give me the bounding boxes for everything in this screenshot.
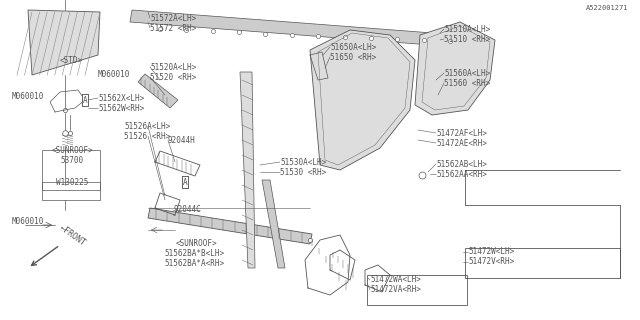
Text: M060010: M060010: [12, 92, 44, 100]
Bar: [42, 150, 100, 190]
Polygon shape: [28, 10, 100, 75]
Bar: [42, 182, 100, 200]
Text: M060010: M060010: [98, 69, 131, 78]
Text: 51560A<LH>: 51560A<LH>: [444, 68, 490, 77]
Text: 51472AF<LH>: 51472AF<LH>: [436, 129, 487, 138]
Text: 92044H: 92044H: [168, 135, 196, 145]
Text: 53700: 53700: [60, 156, 84, 164]
Polygon shape: [415, 22, 495, 115]
Polygon shape: [148, 208, 312, 244]
Text: 92044C: 92044C: [173, 205, 201, 214]
Text: 51650 <RH>: 51650 <RH>: [330, 52, 376, 61]
Text: A: A: [83, 95, 87, 105]
Text: W130225: W130225: [56, 178, 88, 187]
Text: 51562X<LH>: 51562X<LH>: [98, 93, 144, 102]
Bar: [465, 248, 620, 278]
Text: 51472W<LH>: 51472W<LH>: [468, 247, 515, 257]
Text: 51472WA<LH>: 51472WA<LH>: [370, 276, 421, 284]
Polygon shape: [138, 74, 178, 108]
Text: <SUNROOF>: <SUNROOF>: [51, 146, 93, 155]
Text: 51472V<RH>: 51472V<RH>: [468, 258, 515, 267]
Text: 51562W<RH>: 51562W<RH>: [98, 103, 144, 113]
Text: 51572A<LH>: 51572A<LH>: [150, 13, 196, 22]
Text: 51520A<LH>: 51520A<LH>: [150, 62, 196, 71]
Text: 51562BA*B<LH>: 51562BA*B<LH>: [164, 250, 224, 259]
Polygon shape: [130, 10, 472, 48]
Text: M060010: M060010: [12, 218, 44, 227]
Text: 51530A<LH>: 51530A<LH>: [280, 157, 326, 166]
Text: 51510 <RH>: 51510 <RH>: [444, 35, 490, 44]
Text: 51572 <RH>: 51572 <RH>: [150, 23, 196, 33]
Text: ←FRONT: ←FRONT: [58, 223, 88, 248]
Text: 51510A<LH>: 51510A<LH>: [444, 25, 490, 34]
Text: A: A: [182, 178, 188, 187]
Polygon shape: [262, 180, 285, 268]
Text: 51562AB<LH>: 51562AB<LH>: [436, 159, 487, 169]
Text: 51520 <RH>: 51520 <RH>: [150, 73, 196, 82]
Text: 51472AE<RH>: 51472AE<RH>: [436, 139, 487, 148]
Text: A: A: [182, 178, 188, 187]
Text: A: A: [83, 95, 87, 105]
Polygon shape: [310, 30, 415, 170]
Text: <STD>: <STD>: [60, 55, 83, 65]
Text: 51526 <RH>: 51526 <RH>: [124, 132, 170, 140]
Text: 51562AA<RH>: 51562AA<RH>: [436, 170, 487, 179]
Text: 51560 <RH>: 51560 <RH>: [444, 78, 490, 87]
Bar: [367, 275, 467, 305]
Text: 51472VA<RH>: 51472VA<RH>: [370, 285, 421, 294]
Text: 51650A<LH>: 51650A<LH>: [330, 43, 376, 52]
Text: 51530 <RH>: 51530 <RH>: [280, 167, 326, 177]
Text: 51526A<LH>: 51526A<LH>: [124, 122, 170, 131]
Text: <SUNROOF>: <SUNROOF>: [176, 239, 218, 249]
Text: 51562BA*A<RH>: 51562BA*A<RH>: [164, 260, 224, 268]
Polygon shape: [240, 72, 255, 268]
Text: A522001271: A522001271: [586, 5, 628, 11]
